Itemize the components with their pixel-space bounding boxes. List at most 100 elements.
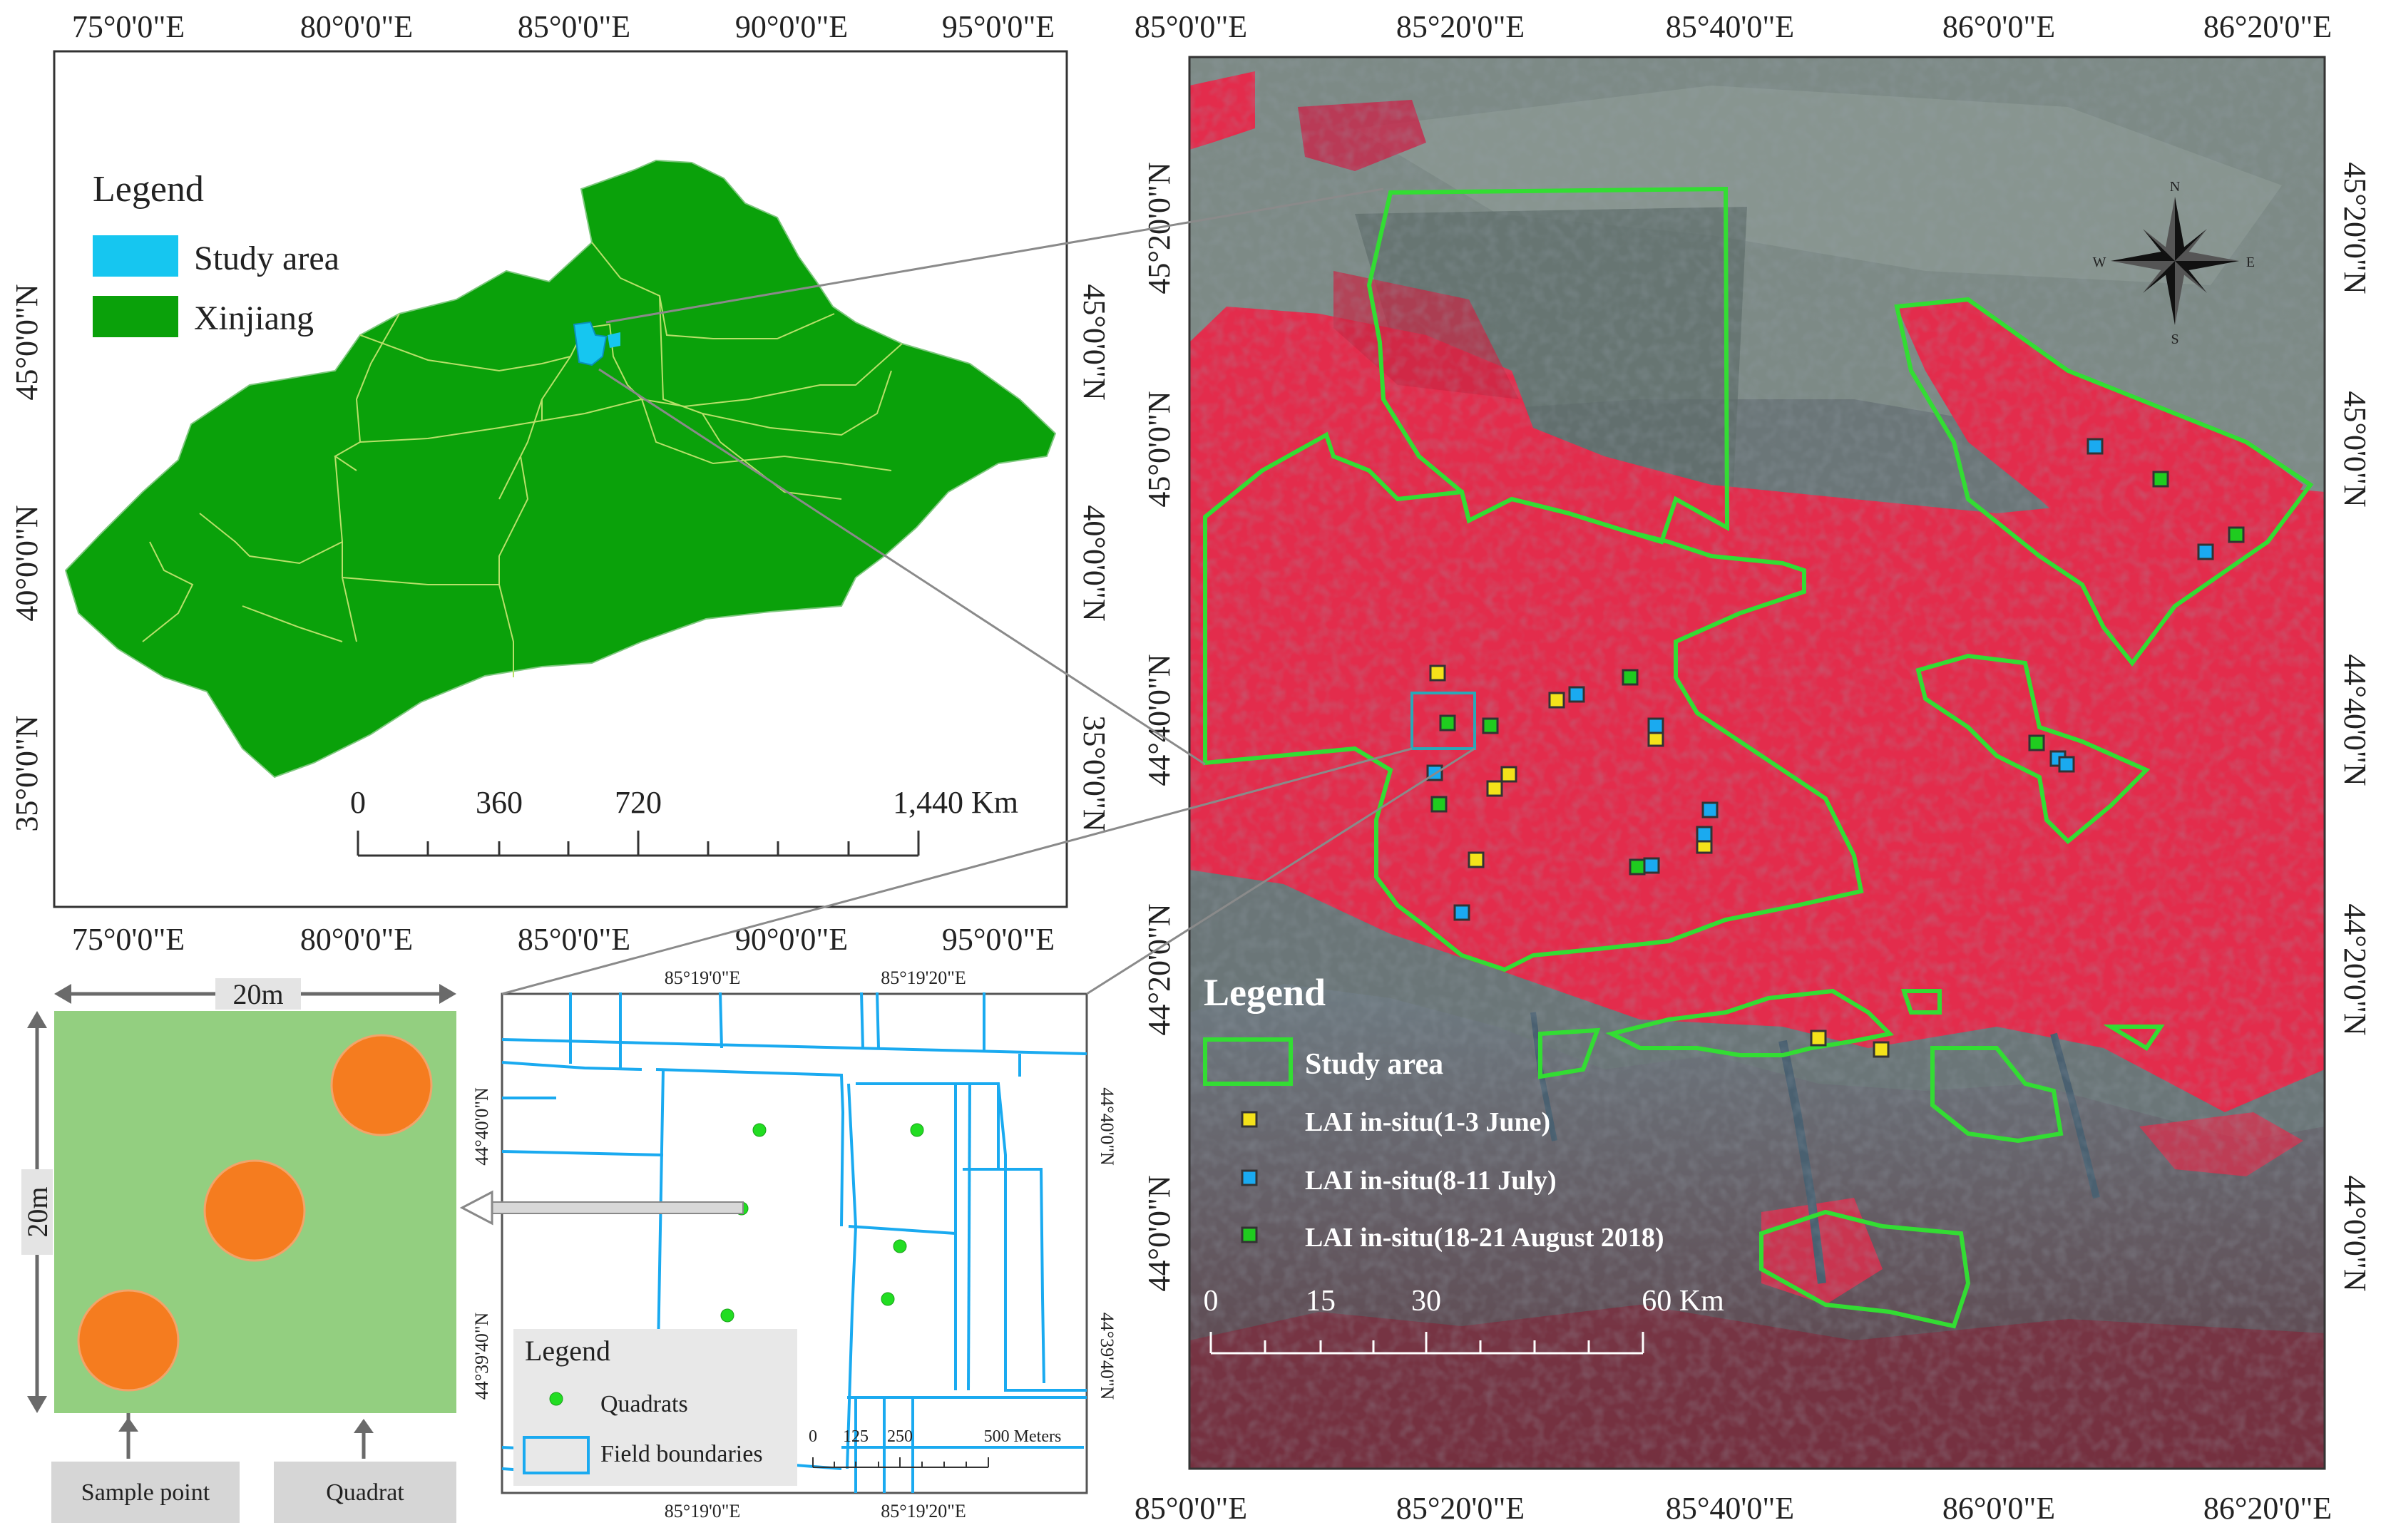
lai-point (1439, 714, 1456, 732)
lai-point (1647, 717, 1664, 734)
study-area-bottom-lon-label: 86°20'0"E (2203, 1491, 2332, 1526)
overview-scale-tick-label: 360 (476, 785, 523, 820)
study-area-bottom-lon-label: 85°0'0"E (1135, 1491, 1247, 1526)
study-area-left-lat-labels: 45°20'0"N 45°0'0"N 44°40'0"N 44°20'0"N 4… (1142, 162, 1177, 1291)
study-area-top-lon-label: 86°0'0"E (1942, 9, 2055, 44)
lai-point (2028, 734, 2045, 751)
overview-bottom-lon-label: 80°0'0"E (300, 922, 413, 957)
field-top-lon-label: 85°19'0"E (665, 967, 741, 988)
quadrat-height-label: 20m (21, 1186, 53, 1237)
field-legend-label: Field boundaries (600, 1441, 763, 1467)
legend-swatch-july (1241, 1169, 1258, 1186)
study-area-bottom-lon-label: 85°40'0"E (1666, 1491, 1794, 1526)
field-left-lat-label: 44°40'0"N (471, 1087, 492, 1166)
legend-swatch-june (1241, 1111, 1258, 1128)
study-area-right-lat-label: 44°0'0"N (2338, 1175, 2372, 1291)
lai-point (1430, 796, 1448, 813)
field-legend-quadrat-swatch (549, 1392, 563, 1406)
quadrat-label-box (274, 1462, 456, 1523)
quadrat-point (893, 1239, 907, 1253)
study-area-polygon-overview (573, 321, 608, 366)
lai-point (1873, 1041, 1890, 1058)
study-area-bottom-lon-labels: 85°0'0"E 85°20'0"E 85°40'0"E 86°0'0"E 86… (1135, 1491, 2332, 1526)
overview-top-lon-label: 95°0'0"E (942, 9, 1055, 44)
overview-legend-label: Study area (194, 240, 339, 277)
lai-point (1429, 664, 1446, 682)
field-connector-lines (501, 747, 1475, 995)
overview-scale-tick-label: 0 (350, 785, 366, 820)
study-area-right-lat-label: 44°20'0"N (2338, 903, 2372, 1035)
lai-point (1486, 780, 1503, 797)
study-area-scale-tick-label: 0 (1204, 1285, 1219, 1318)
overview-top-lon-labels: 75°0'0"E 80°0'0"E 85°0'0"E 90°0'0"E 95°0… (72, 9, 1055, 44)
lai-points-august (1430, 471, 2245, 876)
study-area-map: N S E W Legend Study area LAI in-situ(1-… (1135, 9, 2372, 1526)
study-area-legend-title: Legend (1204, 971, 1326, 1014)
overview-bottom-lon-label: 90°0'0"E (735, 922, 848, 957)
overview-left-lat-label: 45°0'0"N (9, 284, 44, 400)
north-arrow-n: N (2170, 179, 2180, 195)
overview-scale-bar: 0 360 720 1,440 Km (350, 785, 1018, 857)
study-area-bottom-lon-label: 86°0'0"E (1942, 1491, 2055, 1526)
north-arrow-e: E (2246, 255, 2255, 270)
study-area-legend-label: Study area (1305, 1048, 1443, 1081)
lai-point (1453, 904, 1470, 921)
legend-swatch-study-area (1203, 1037, 1293, 1086)
field-scale-tick-label: 125 (843, 1427, 869, 1446)
lai-points-july (1426, 438, 2214, 921)
study-area-top-lon-labels: 85°0'0"E 85°20'0"E 85°40'0"E 86°0'0"E 86… (1135, 9, 2332, 44)
study-area-legend-label: LAI in-situ(8-11 July) (1305, 1166, 1557, 1196)
overview-legend-label: Xinjiang (194, 299, 314, 337)
study-area-legend-label: LAI in-situ(1-3 June) (1305, 1107, 1550, 1137)
study-area-right-lat-label: 44°40'0"N (2338, 654, 2372, 786)
study-area-scale-tick-label: 60 Km (1642, 1285, 1724, 1318)
study-area-legend: Legend Study area LAI in-situ(1-3 June) … (1203, 971, 1664, 1253)
lai-point (1696, 826, 1713, 843)
study-area-right-lat-label: 45°0'0"N (2338, 391, 2372, 507)
overview-top-lon-label: 75°0'0"E (72, 9, 185, 44)
overview-legend-title: Legend (93, 169, 204, 210)
sample-point-label: Sample point (81, 1479, 210, 1506)
field-right-lat-label: 44°39'40"N (1097, 1313, 1117, 1400)
lai-points-june (1429, 664, 1890, 1058)
lai-point (1482, 717, 1499, 734)
overview-scale-tick-label: 1,440 Km (893, 785, 1018, 820)
overview-right-lat-label: 45°0'0"N (1077, 284, 1112, 400)
overview-scale-tick-label: 720 (615, 785, 662, 820)
overview-top-lon-label: 90°0'0"E (735, 9, 848, 44)
field-right-lat-label: 44°40'0"N (1097, 1087, 1117, 1166)
study-area-scale-tick-label: 15 (1306, 1285, 1336, 1318)
quadrat-point (752, 1123, 767, 1137)
north-arrow-icon: N S E W (2093, 179, 2256, 347)
field-site-inset-box (1410, 692, 1476, 750)
sample-point-circle (330, 1034, 433, 1136)
north-arrow-w: W (2093, 255, 2106, 270)
overview-top-lon-label: 85°0'0"E (518, 9, 630, 44)
quadrat-point (881, 1292, 895, 1306)
overview-right-lat-labels: 45°0'0"N 40°0'0"N 35°0'0"N (1077, 284, 1112, 831)
study-area-left-lat-label: 44°20'0"N (1142, 903, 1177, 1035)
quadrat-width-label: 20m (232, 978, 283, 1010)
lai-point (1622, 669, 1639, 686)
north-arrow-s: S (2171, 332, 2178, 347)
overview-map: 75°0'0"E 80°0'0"E 85°0'0"E 90°0'0"E 95°0… (9, 9, 1112, 957)
study-area-right-lat-labels: 45°20'0"N 45°0'0"N 44°40'0"N 44°20'0"N 4… (2338, 162, 2372, 1291)
study-area-top-lon-label: 85°0'0"E (1135, 9, 1247, 44)
lai-point (2058, 756, 2075, 773)
study-area-top-lon-label: 85°40'0"E (1666, 9, 1794, 44)
quadrat-point (720, 1308, 734, 1323)
lai-point (2087, 438, 2104, 455)
overview-legend-swatch-xinjiang (93, 296, 178, 337)
overview-top-lon-label: 80°0'0"E (300, 9, 413, 44)
field-to-quadrat-arrow (459, 1190, 744, 1226)
field-legend-boundary-swatch (523, 1436, 590, 1474)
lai-point (1548, 692, 1565, 709)
field-bottom-lon-label: 85°19'0"E (665, 1501, 741, 1521)
overview-connector-lines (598, 188, 1384, 766)
overview-left-lat-labels: 45°0'0"N 40°0'0"N 35°0'0"N (9, 284, 44, 831)
overview-right-lat-label: 40°0'0"N (1077, 505, 1112, 621)
study-area-top-lon-label: 85°20'0"E (1396, 9, 1525, 44)
sample-point-circle (77, 1289, 180, 1392)
quadrat-label: Quadrat (326, 1479, 404, 1506)
